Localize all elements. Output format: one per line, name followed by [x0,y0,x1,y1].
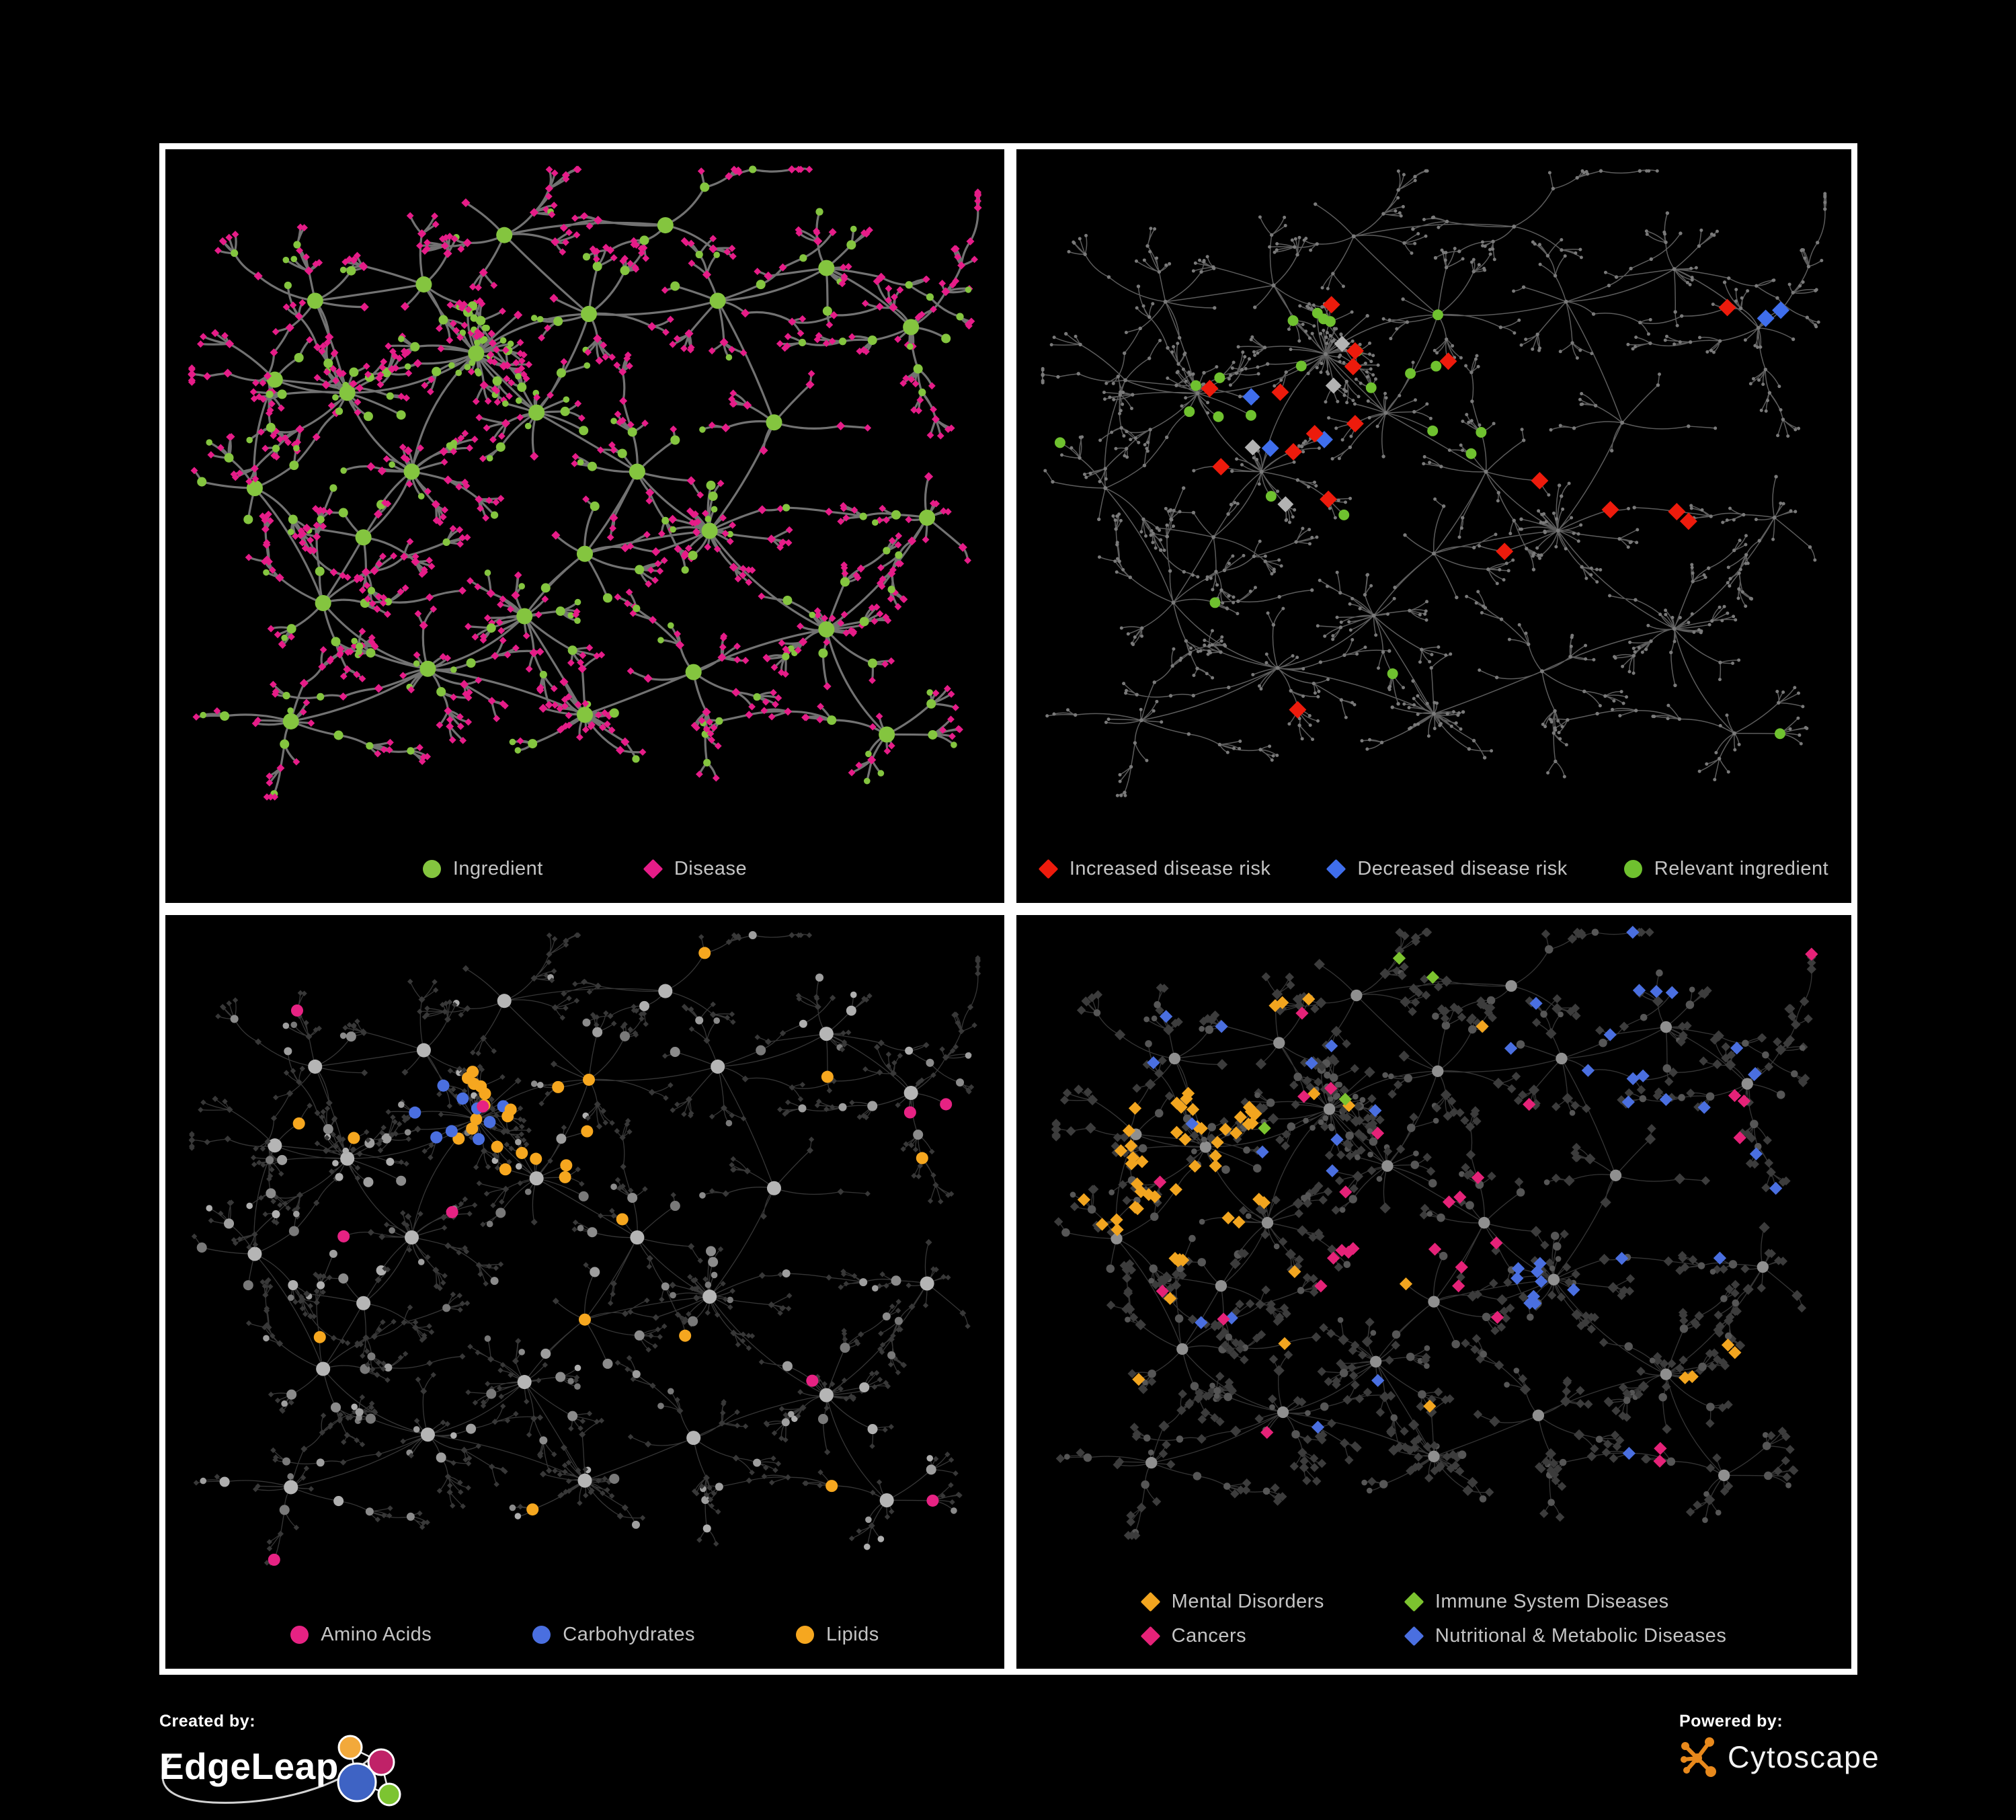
panel-nutrient-classes: Amino Acids Carbohydrates Lipids [159,909,1010,1675]
legend-item-ingredient: Ingredient [422,857,543,880]
legend-item-carbohydrates: Carbohydrates [532,1624,695,1646]
legend-item-amino-acids: Amino Acids [290,1624,432,1646]
panel-ingredient-disease: Ingredient Disease [159,143,1010,909]
highlighted-nodes-layer [268,947,953,1566]
network-graph-nutrient-classes [188,931,981,1566]
legend-label: Carbohydrates [563,1623,695,1645]
legend-diamond-icon [643,859,663,879]
legend-label: Decreased disease risk [1357,857,1568,879]
panel-disease-risk: Increased disease risk Decreased disease … [1010,143,1857,909]
legend-nutrient-classes: Amino Acids Carbohydrates Lipids [165,1600,1004,1669]
legend-label: Ingredient [452,857,543,879]
cytoscape-logo: Cytoscape [1679,1735,1962,1780]
legend-disease-classes: Mental Disorders Immune System Diseases Ca… [1016,1569,1851,1669]
cytoscape-credit: Powered by: Cytoscape [1679,1712,1962,1780]
legend-item-increased-disease-risk: Increased disease risk [1038,857,1271,880]
legend-diamond-icon [1404,1626,1424,1647]
nodes-layer [188,931,981,1566]
edges-layer [190,167,981,798]
cytoscape-network-icon [1681,1737,1716,1777]
network-graph-disease-risk [1041,169,1827,797]
network-graph-ingredient-disease [188,165,982,801]
nodes-layer [1041,169,1827,797]
legend-ingredient-disease: Ingredient Disease [165,834,1004,903]
legend-item-decreased-disease-risk: Decreased disease risk [1326,857,1568,880]
legend-diamond-icon [1326,859,1346,879]
edgeleap-credit: Created by: EdgeLeap [159,1712,536,1809]
edges-layer [1041,169,1827,796]
legend-circle-icon [796,1625,814,1644]
edgeleap-network-icon [337,1735,401,1807]
legend-diamond-icon [1404,1591,1424,1612]
edgeleap-logo-text: EdgeLeap [159,1745,339,1787]
highlighted-nodes-layer [1077,925,1818,1468]
network-graph-disease-classes [1051,925,1818,1540]
legend-label: Amino Acids [321,1623,432,1645]
legend-diamond-icon [1140,1626,1161,1647]
legend-item-mental-disorders: Mental Disorders [1140,1591,1324,1613]
cytoscape-logo-text: Cytoscape [1728,1740,1880,1774]
legend-item-disease: Disease [643,857,748,880]
legend-label: Relevant ingredient [1654,857,1829,879]
created-by-label: Created by: [159,1712,256,1731]
legend-item-immune-system-diseases: Immune System Diseases [1404,1591,1726,1613]
edges-layer [191,933,980,1564]
legend-label: Increased disease risk [1069,857,1271,879]
legend-circle-icon [532,1625,551,1644]
edgeleap-logo: EdgeLeap [159,1735,536,1809]
legend-label: Mental Disorders [1171,1591,1324,1612]
edges-layer [1055,931,1814,1536]
legend-item-cancers: Cancers [1140,1625,1324,1647]
panel-disease-classes: Mental Disorders Immune System Diseases Ca… [1010,909,1857,1675]
legend-circle-icon [290,1625,309,1644]
legend-label: Immune System Diseases [1435,1591,1669,1612]
legend-diamond-icon [1140,1591,1161,1612]
legend-disease-risk: Increased disease risk Decreased disease … [1016,834,1851,903]
legend-label: Lipids [826,1623,879,1645]
legend-circle-icon [1623,859,1642,878]
legend-label: Nutritional & Metabolic Diseases [1435,1625,1727,1647]
highlighted-nodes-layer [1054,296,1790,740]
legend-item-lipids: Lipids [796,1624,879,1646]
powered-by-label: Powered by: [1679,1712,1783,1731]
legend-item-nutritional-metabolic-diseases: Nutritional & Metabolic Diseases [1404,1625,1727,1647]
legend-item-relevant-ingredient: Relevant ingredient [1623,857,1829,880]
legend-label: Cancers [1171,1625,1247,1647]
legend-diamond-icon [1038,859,1059,879]
legend-label: Disease [674,857,748,879]
legend-circle-icon [422,859,441,878]
